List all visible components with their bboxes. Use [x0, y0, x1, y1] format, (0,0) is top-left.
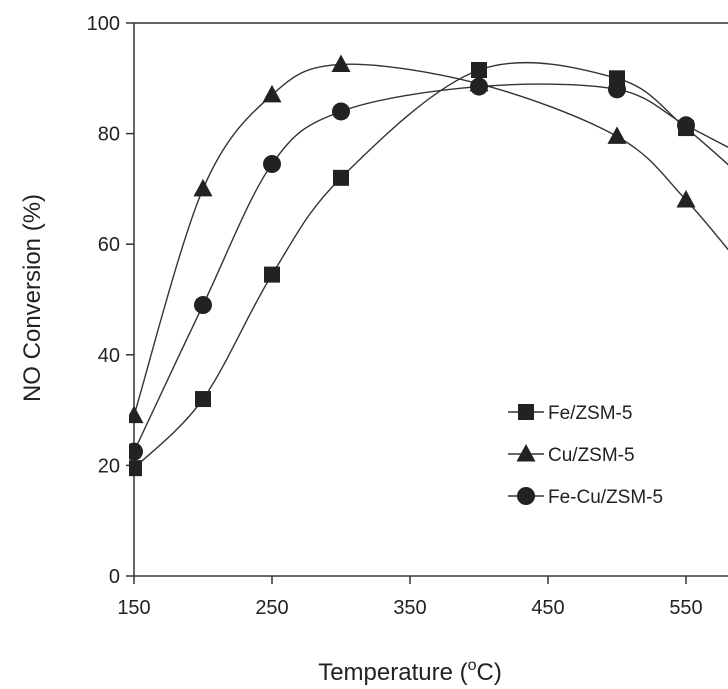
plot-area — [129, 54, 728, 477]
data-point-cu-zsm-5 — [262, 84, 282, 103]
data-point-fe-cu-zsm-5 — [194, 296, 212, 315]
legend-item-fe-cu-zsm-5: Fe-Cu/ZSM-5 — [508, 487, 663, 508]
data-point-cu-zsm-5 — [129, 405, 144, 424]
series-fe-zsm-5 — [129, 61, 728, 477]
data-point-fe-cu-zsm-5 — [470, 77, 488, 96]
y-tick-label: 80 — [98, 124, 120, 146]
x-tick-label: 350 — [393, 597, 426, 619]
x-tick-label: 250 — [255, 597, 288, 619]
data-point-fe-zsm-5 — [129, 460, 142, 477]
data-point-fe-cu-zsm-5 — [129, 442, 143, 461]
data-point-fe-zsm-5 — [195, 391, 211, 408]
y-tick-label: 100 — [87, 13, 120, 35]
y-axis-title: NO Conversion (%) — [19, 194, 46, 402]
data-point-cu-zsm-5 — [676, 189, 696, 208]
x-axis-title-main: Temperature ( — [318, 659, 467, 686]
legend-marker-circle — [517, 487, 535, 505]
x-tick-label: 150 — [117, 597, 150, 619]
legend-item-cu-zsm-5: Cu/ZSM-5 — [508, 444, 635, 466]
data-point-cu-zsm-5 — [193, 178, 213, 197]
legend-marker-square — [518, 404, 534, 420]
x-axis-title-end: C) — [476, 659, 501, 686]
series-cu-zsm-5 — [129, 54, 728, 424]
x-tick-label: 550 — [669, 597, 702, 619]
x-axis-title-sup: o — [468, 657, 477, 674]
x-axis-title: Temperature (oC) — [318, 657, 502, 686]
y-axis-ticks: 0 20 40 60 80 100 — [87, 13, 134, 588]
x-tick-label: 450 — [531, 597, 564, 619]
series-line-fe-cu-zsm-5 — [133, 83, 728, 452]
data-point-fe-cu-zsm-5 — [677, 116, 695, 135]
series-line-cu-zsm-5 — [133, 63, 728, 416]
y-tick-label: 0 — [109, 566, 120, 588]
data-point-fe-cu-zsm-5 — [608, 80, 626, 99]
data-point-cu-zsm-5 — [331, 54, 351, 72]
data-point-fe-zsm-5 — [264, 266, 280, 283]
data-point-fe-zsm-5 — [471, 62, 487, 79]
data-point-fe-cu-zsm-5 — [332, 102, 350, 121]
legend: Fe/ZSM-5 Cu/ZSM-5 Fe-Cu/ZSM-5 — [508, 403, 663, 508]
legend-label: Cu/ZSM-5 — [548, 445, 635, 466]
legend-item-fe-zsm-5: Fe/ZSM-5 — [508, 403, 632, 424]
axes — [133, 22, 728, 577]
y-tick-label: 20 — [98, 455, 120, 477]
data-point-fe-zsm-5 — [333, 169, 349, 186]
legend-label: Fe/ZSM-5 — [548, 403, 632, 424]
series-fe-cu-zsm-5 — [129, 77, 728, 461]
legend-label: Fe-Cu/ZSM-5 — [548, 487, 663, 508]
series-line-fe-zsm-5 — [133, 61, 728, 469]
y-tick-label: 60 — [98, 234, 120, 256]
legend-marker-triangle — [516, 444, 536, 462]
data-point-fe-cu-zsm-5 — [263, 155, 281, 174]
y-tick-label: 40 — [98, 345, 120, 367]
data-point-cu-zsm-5 — [607, 126, 627, 144]
x-axis-ticks: 150 250 350 450 550 — [117, 576, 703, 619]
